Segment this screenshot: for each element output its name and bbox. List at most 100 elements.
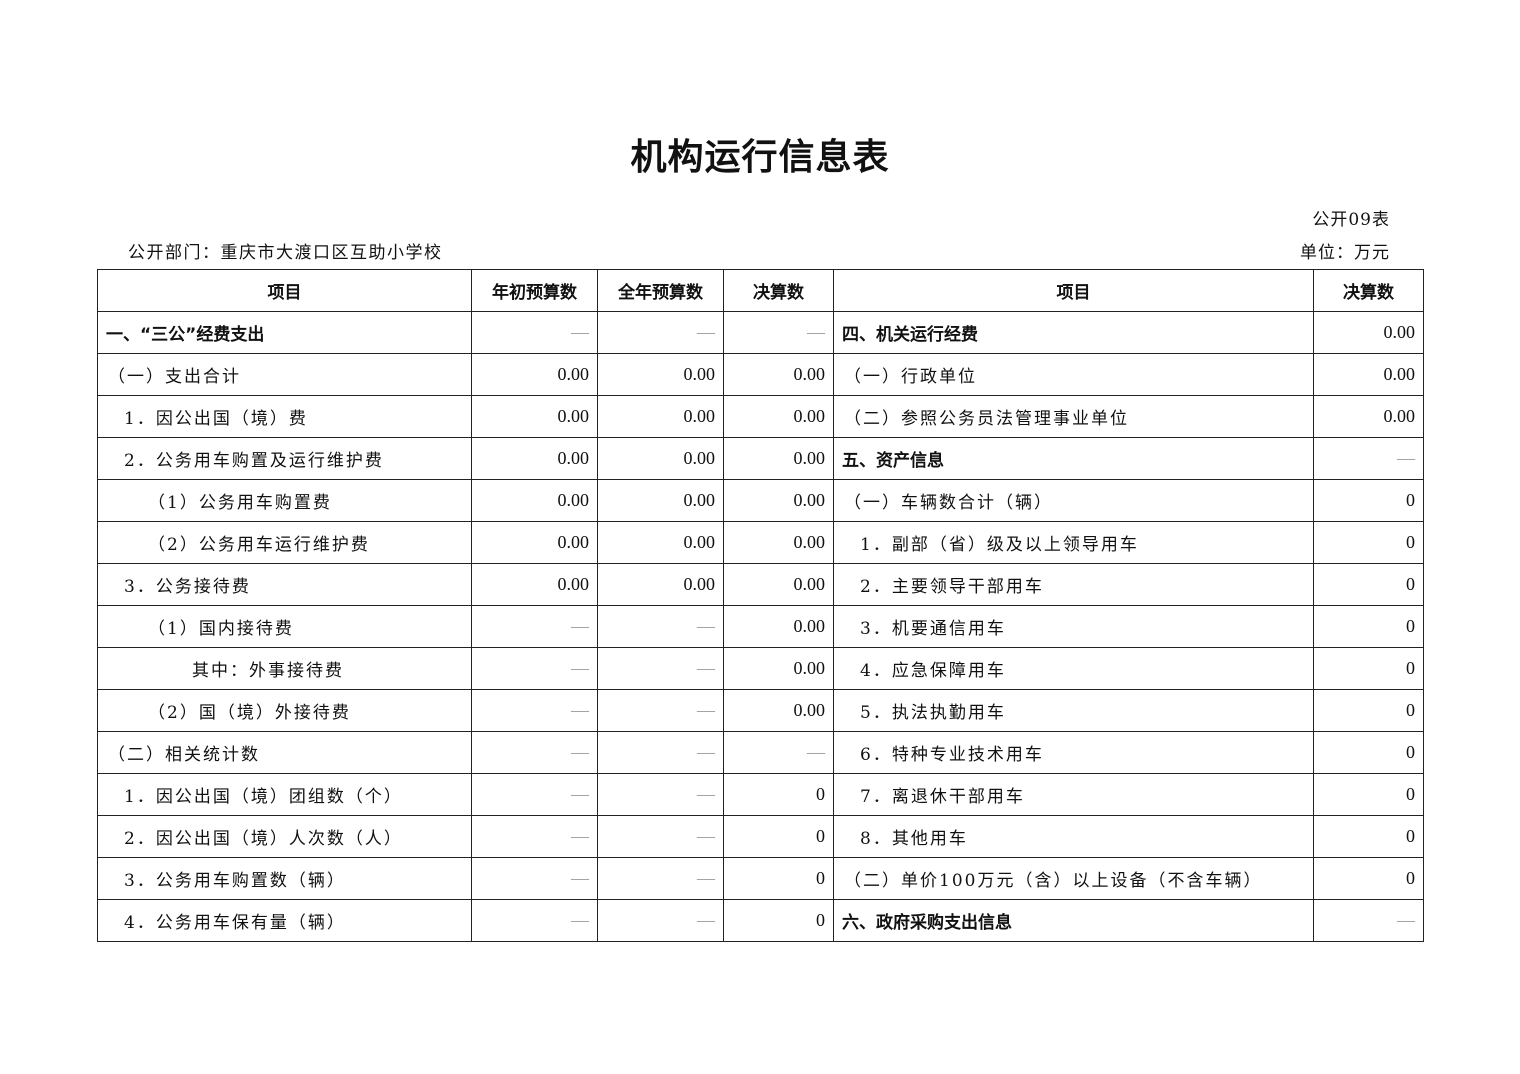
annual-budget-cell: 0.00	[597, 437, 724, 480]
table-row: （二）相关统计数 — — —6．特种专业技术用车 0	[97, 731, 1424, 774]
left-item-label: 3．公务用车购置数（辆）	[97, 857, 472, 900]
initial-budget-cell: —	[471, 605, 598, 648]
final-amount-cell: 0	[723, 857, 834, 900]
initial-budget-cell: —	[471, 899, 598, 942]
right-item-label: （一）行政单位	[833, 353, 1314, 396]
left-item-label: （2）公务用车运行维护费	[97, 521, 472, 564]
initial-budget-cell: 0.00	[471, 563, 598, 606]
annual-budget-cell: —	[597, 899, 724, 942]
table-row: （2）国（境）外接待费 — —0.00 5．执法执勤用车 0	[97, 689, 1424, 732]
table-row: 其中：外事接待费 — —0.00 4．应急保障用车 0	[97, 647, 1424, 690]
initial-budget-cell: —	[471, 311, 598, 354]
annual-budget-cell: —	[597, 815, 724, 858]
right-final-amount-cell: 0	[1313, 647, 1424, 690]
left-item-label: 其中：外事接待费	[97, 647, 472, 690]
table-row: （2）公务用车运行维护费 0.00 0.00 0.00 1．副部（省）级及以上领导用车 0	[97, 521, 1424, 564]
annual-budget-cell: —	[597, 311, 724, 354]
initial-budget-cell: —	[471, 857, 598, 900]
annual-budget-cell: —	[597, 689, 724, 732]
right-item-label: 7．离退休干部用车	[833, 773, 1314, 816]
left-item-label: 3．公务接待费	[97, 563, 472, 606]
right-item-label: 8．其他用车	[833, 815, 1314, 858]
initial-budget-cell: —	[471, 689, 598, 732]
right-item-label: 5．执法执勤用车	[833, 689, 1314, 732]
right-final-amount-cell: 0	[1313, 815, 1424, 858]
final-amount-cell: 0.00	[723, 353, 834, 396]
right-final-amount-cell: 0	[1313, 521, 1424, 564]
final-amount-cell: 0	[723, 899, 834, 942]
right-final-amount-cell: 0	[1313, 563, 1424, 606]
initial-budget-cell: 0.00	[471, 521, 598, 564]
left-item-label: （1）国内接待费	[97, 605, 472, 648]
annual-budget-cell: 0.00	[597, 521, 724, 564]
final-amount-cell: 0	[723, 815, 834, 858]
header-final-right: 决算数	[1313, 269, 1424, 312]
table-row: 一、“三公”经费支出 — — — 四、机关运行经费 0.00	[97, 311, 1424, 354]
initial-budget-cell: 0.00	[471, 479, 598, 522]
page-title: 机构运行信息表	[630, 137, 890, 178]
department-label: 公开部门：重庆市大渡口区互助小学校	[128, 243, 443, 263]
right-final-amount-cell: 0.00	[1313, 395, 1424, 438]
left-item-label: 2．因公出国（境）人次数（人）	[97, 815, 472, 858]
annual-budget-cell: —	[597, 857, 724, 900]
table-row: 4．公务用车保有量（辆） — —0 六、政府采购支出信息 —	[97, 899, 1424, 942]
right-final-amount-cell: 0	[1313, 605, 1424, 648]
annual-budget-cell: 0.00	[597, 563, 724, 606]
annual-budget-cell: 0.00	[597, 395, 724, 438]
left-item-label: 一、“三公”经费支出	[97, 311, 472, 354]
left-item-label: （2）国（境）外接待费	[97, 689, 472, 732]
left-item-label: （1）公务用车购置费	[97, 479, 472, 522]
table-row: 1．因公出国（境）团组数（个） — —0 7．离退休干部用车 0	[97, 773, 1424, 816]
initial-budget-cell: 0.00	[471, 437, 598, 480]
table-row: 1．因公出国（境）费 0.00 0.00 0.00 （二）参照公务员法管理事业单位 0.0…	[97, 395, 1424, 438]
right-item-label: 五、资产信息	[833, 437, 1314, 480]
right-item-label: 四、机关运行经费	[833, 311, 1314, 354]
annual-budget-cell: —	[597, 731, 724, 774]
annual-budget-cell: —	[597, 605, 724, 648]
final-amount-cell: 0.00	[723, 689, 834, 732]
right-final-amount-cell: 0	[1313, 479, 1424, 522]
initial-budget-cell: —	[471, 773, 598, 816]
right-final-amount-cell: 0	[1313, 773, 1424, 816]
final-amount-cell: 0.00	[723, 395, 834, 438]
final-amount-cell: —	[723, 311, 834, 354]
table-header-row: 项目 年初预算数 全年预算数 决算数 项目 决算数	[97, 269, 1424, 312]
table-row: 3．公务接待费 0.00 0.00 0.00 2．主要领导干部用车 0	[97, 563, 1424, 606]
right-final-amount-cell: 0	[1313, 857, 1424, 900]
right-item-label: 2．主要领导干部用车	[833, 563, 1314, 606]
initial-budget-cell: —	[471, 815, 598, 858]
header-initial-budget: 年初预算数	[471, 269, 598, 312]
header-item-right: 项目	[833, 269, 1314, 312]
right-item-label: 3．机要通信用车	[833, 605, 1314, 648]
annual-budget-cell: 0.00	[597, 353, 724, 396]
table-row: 2．公务用车购置及运行维护费 0.00 0.00 0.00 五、资产信息 —	[97, 437, 1424, 480]
right-final-amount-cell: 0	[1313, 689, 1424, 732]
table-row: （1）公务用车购置费 0.00 0.00 0.00 （一）车辆数合计（辆） 0	[97, 479, 1424, 522]
final-amount-cell: —	[723, 731, 834, 774]
right-item-label: 1．副部（省）级及以上领导用车	[833, 521, 1314, 564]
initial-budget-cell: —	[471, 647, 598, 690]
final-amount-cell: 0	[723, 773, 834, 816]
left-item-label: 2．公务用车购置及运行维护费	[97, 437, 472, 480]
left-item-label: 1．因公出国（境）费	[97, 395, 472, 438]
left-item-label: 4．公务用车保有量（辆）	[97, 899, 472, 942]
initial-budget-cell: 0.00	[471, 353, 598, 396]
left-item-label: （一）支出合计	[97, 353, 472, 396]
right-final-amount-cell: 0.00	[1313, 353, 1424, 396]
table-row: （一）支出合计 0.00 0.00 0.00 （一）行政单位 0.00	[97, 353, 1424, 396]
final-amount-cell: 0.00	[723, 647, 834, 690]
annual-budget-cell: —	[597, 647, 724, 690]
header-annual-budget: 全年预算数	[597, 269, 724, 312]
right-item-label: （二）参照公务员法管理事业单位	[833, 395, 1314, 438]
right-item-label: 4．应急保障用车	[833, 647, 1314, 690]
right-final-amount-cell: —	[1313, 899, 1424, 942]
initial-budget-cell: —	[471, 731, 598, 774]
right-item-label: （二）单价100万元（含）以上设备（不含车辆）	[833, 857, 1314, 900]
table-row: 2．因公出国（境）人次数（人） — —0 8．其他用车 0	[97, 815, 1424, 858]
annual-budget-cell: 0.00	[597, 479, 724, 522]
final-amount-cell: 0.00	[723, 563, 834, 606]
annual-budget-cell: —	[597, 773, 724, 816]
right-item-label: 6．特种专业技术用车	[833, 731, 1314, 774]
header-item-left: 项目	[97, 269, 472, 312]
right-final-amount-cell: 0.00	[1313, 311, 1424, 354]
